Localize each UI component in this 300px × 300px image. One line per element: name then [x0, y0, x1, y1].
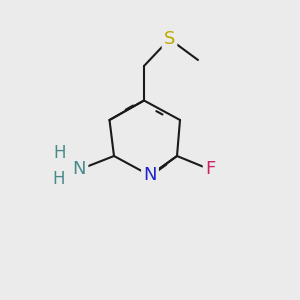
Text: F: F	[205, 160, 215, 178]
Text: S: S	[164, 30, 175, 48]
Text: H: H	[54, 144, 66, 162]
Text: H: H	[52, 169, 65, 188]
Text: N: N	[143, 167, 157, 184]
Text: N: N	[73, 160, 86, 178]
